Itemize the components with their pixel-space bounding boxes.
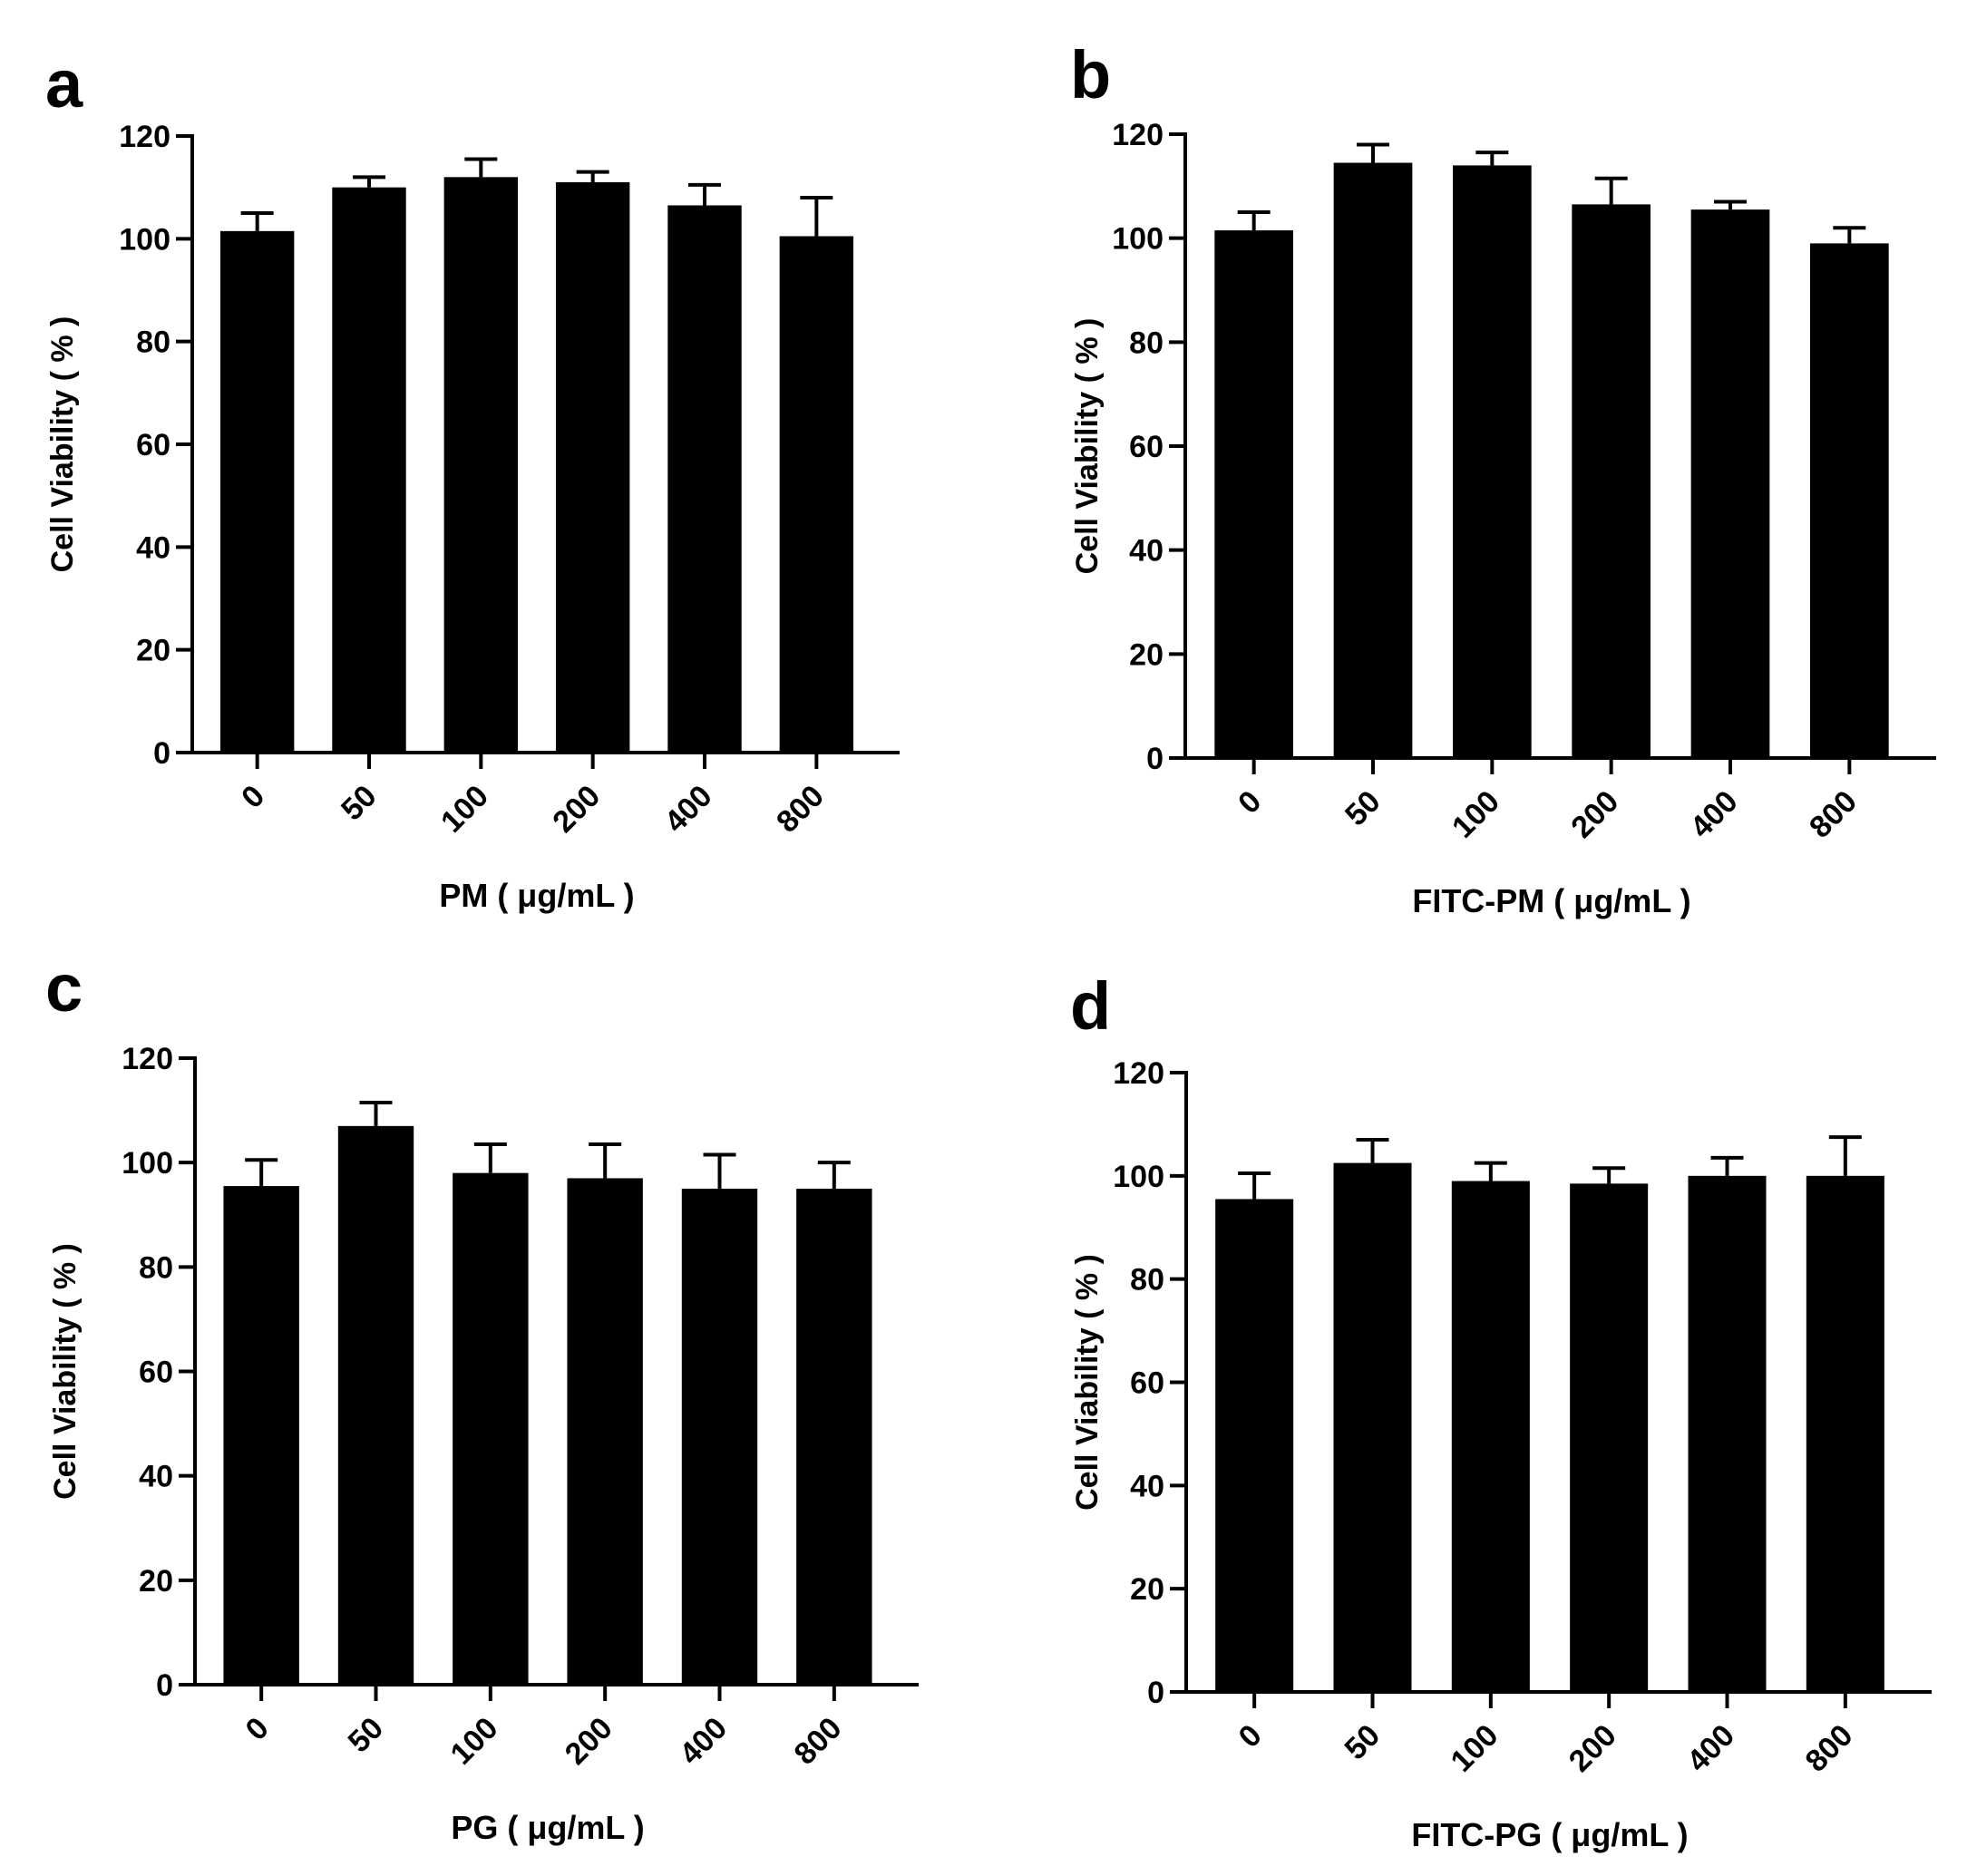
bar-0 bbox=[1215, 1199, 1294, 1692]
y-axis-title: Cell Viability ( % ) bbox=[1070, 1254, 1105, 1511]
y-tick-label: 40 bbox=[1130, 1469, 1164, 1503]
bar-100 bbox=[1452, 165, 1532, 758]
panel-letter: c bbox=[45, 950, 83, 1025]
x-tick-label: 800 bbox=[770, 779, 831, 840]
x-tick-label: 800 bbox=[1803, 784, 1864, 845]
bar-100 bbox=[443, 177, 519, 753]
y-tick-label: 80 bbox=[1129, 326, 1164, 360]
y-tick-label: 20 bbox=[1129, 637, 1164, 672]
bar-800 bbox=[796, 1188, 872, 1685]
bar-200 bbox=[1572, 204, 1651, 758]
bar-400 bbox=[1690, 209, 1770, 759]
x-axis-title: FITC-PG ( μg/mL ) bbox=[1411, 1816, 1688, 1853]
y-tick-label: 20 bbox=[1130, 1572, 1164, 1607]
bar-400 bbox=[681, 1188, 758, 1685]
bar-0 bbox=[219, 230, 295, 753]
y-tick-label: 80 bbox=[139, 1250, 173, 1285]
x-tick-label: 400 bbox=[1680, 1718, 1741, 1779]
y-tick-label: 100 bbox=[122, 1146, 173, 1181]
y-tick-label: 120 bbox=[1113, 1056, 1164, 1091]
panel-c: c 0 20 40 60 80 100 120 Cell Viability ( % ) 0 50 1… bbox=[45, 950, 919, 1846]
x-tick-label: 400 bbox=[658, 779, 719, 840]
y-tick-label: 0 bbox=[153, 736, 170, 771]
y-axis-title: Cell Viability ( % ) bbox=[45, 316, 80, 573]
x-tick-label: 0 bbox=[1232, 1718, 1269, 1754]
panel-b: b 0 20 40 60 80 100 120 Cell Viability ( % ) 0 50 1… bbox=[1070, 37, 1936, 919]
x-tick-label: 400 bbox=[1684, 784, 1745, 845]
bar-100 bbox=[453, 1172, 529, 1685]
y-tick-label: 120 bbox=[119, 120, 170, 154]
bar-200 bbox=[1570, 1183, 1649, 1692]
bar-800 bbox=[1809, 243, 1889, 758]
x-tick-label: 0 bbox=[239, 1711, 276, 1747]
bar-800 bbox=[1806, 1175, 1884, 1692]
bar-50 bbox=[337, 1125, 414, 1685]
x-axis-title: FITC-PM ( μg/mL ) bbox=[1412, 882, 1690, 919]
panel-d: d 0 20 40 60 80 100 120 Cell Viability ( % ) 0 50 1… bbox=[1070, 968, 1932, 1853]
y-tick-label: 60 bbox=[1130, 1366, 1164, 1401]
y-tick-label: 80 bbox=[136, 326, 170, 360]
x-tick-label: 200 bbox=[559, 1711, 619, 1772]
y-tick-label: 120 bbox=[122, 1042, 173, 1076]
x-tick-label: 0 bbox=[235, 779, 271, 815]
panel-letter: b bbox=[1070, 37, 1111, 112]
bar-0 bbox=[1214, 230, 1294, 759]
y-tick-label: 100 bbox=[119, 222, 170, 257]
bar-50 bbox=[1333, 1162, 1412, 1692]
x-tick-label: 100 bbox=[434, 779, 495, 840]
y-axis-title: Cell Viability ( % ) bbox=[1070, 318, 1105, 575]
x-tick-label: 50 bbox=[342, 1711, 391, 1760]
y-tick-label: 120 bbox=[1112, 118, 1164, 152]
y-tick-label: 20 bbox=[136, 634, 170, 668]
x-tick-label: 200 bbox=[1563, 1718, 1623, 1779]
bar-200 bbox=[555, 182, 630, 753]
bar-200 bbox=[567, 1178, 643, 1685]
x-tick-label: 400 bbox=[673, 1711, 734, 1772]
x-axis-title: PG ( μg/mL ) bbox=[451, 1809, 644, 1846]
y-tick-label: 0 bbox=[1146, 742, 1164, 776]
y-tick-label: 40 bbox=[1129, 534, 1164, 569]
x-tick-label: 0 bbox=[1232, 784, 1268, 821]
panel-a: a 0 20 40 60 80 100 120 Cell Viability ( % ) 0 50 1… bbox=[45, 46, 900, 914]
y-tick-label: 100 bbox=[1112, 222, 1164, 257]
x-tick-label: 50 bbox=[335, 779, 384, 828]
x-tick-label: 100 bbox=[1445, 1718, 1505, 1779]
x-tick-label: 100 bbox=[444, 1711, 505, 1772]
panel-letter: a bbox=[45, 46, 83, 122]
bar-50 bbox=[1333, 162, 1413, 759]
x-tick-label: 100 bbox=[1446, 784, 1506, 845]
y-tick-label: 0 bbox=[1147, 1676, 1164, 1710]
bar-50 bbox=[332, 187, 406, 753]
x-axis-title: PM ( μg/mL ) bbox=[439, 877, 634, 914]
y-tick-label: 100 bbox=[1113, 1160, 1164, 1194]
x-tick-label: 200 bbox=[1564, 784, 1625, 845]
y-tick-label: 60 bbox=[1129, 430, 1164, 464]
x-tick-label: 50 bbox=[1339, 784, 1388, 833]
y-tick-label: 0 bbox=[156, 1668, 173, 1703]
bar-800 bbox=[779, 236, 854, 753]
panel-letter: d bbox=[1070, 968, 1111, 1044]
y-tick-label: 80 bbox=[1130, 1263, 1164, 1298]
bar-0 bbox=[223, 1186, 299, 1685]
x-tick-label: 800 bbox=[788, 1711, 849, 1772]
y-tick-label: 40 bbox=[139, 1460, 173, 1494]
x-tick-label: 50 bbox=[1339, 1718, 1388, 1767]
y-axis-title: Cell Viability ( % ) bbox=[48, 1243, 83, 1500]
x-tick-label: 800 bbox=[1799, 1718, 1860, 1779]
x-tick-label: 200 bbox=[546, 779, 607, 840]
y-tick-label: 40 bbox=[136, 530, 170, 565]
bar-100 bbox=[1451, 1181, 1530, 1692]
bar-400 bbox=[667, 205, 742, 753]
y-tick-label: 60 bbox=[136, 428, 170, 462]
y-tick-label: 20 bbox=[139, 1564, 173, 1599]
bar-400 bbox=[1688, 1175, 1767, 1692]
y-tick-label: 60 bbox=[139, 1356, 173, 1390]
